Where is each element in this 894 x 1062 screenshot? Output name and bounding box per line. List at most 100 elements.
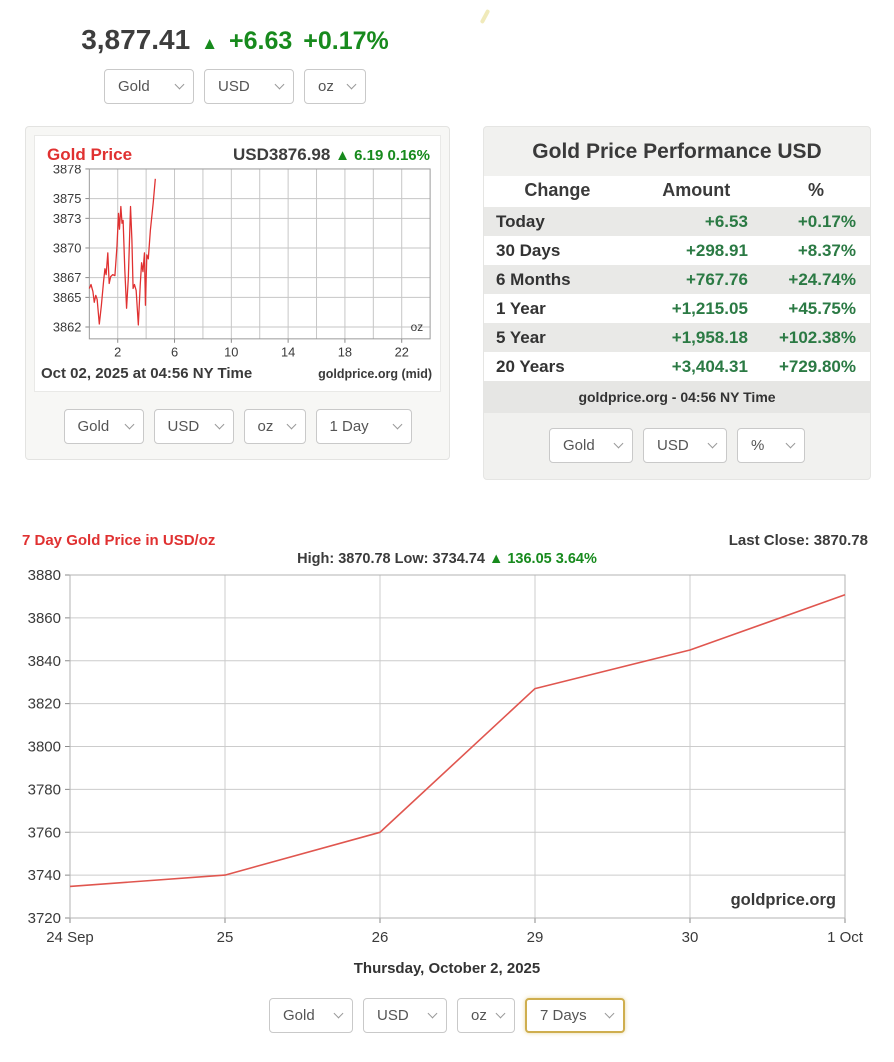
performance-row: 20 Years +3,404.31 +729.80% — [484, 352, 870, 381]
performance-header-row: Change Amount % — [484, 176, 870, 207]
mini-metal-select-value: Gold — [77, 417, 110, 435]
header-controls: Gold USD oz — [0, 69, 470, 104]
svg-text:3878: 3878 — [53, 165, 82, 176]
chevron-down-icon — [604, 1008, 615, 1019]
price-change-percent: +0.17% — [303, 27, 389, 55]
current-price: 3,877.41 — [81, 24, 191, 55]
top-metal-select[interactable]: Gold — [104, 69, 194, 104]
chevron-down-icon — [333, 1008, 344, 1019]
bottom-timeframe-select[interactable]: 7 Days — [525, 998, 625, 1033]
mini-unit-select[interactable]: oz — [243, 408, 306, 444]
widget-title: Gold Price — [47, 145, 133, 164]
panels-row: Gold Price USD3876.98 ▲ 6.19 0.16% 3862 3… — [25, 126, 871, 480]
change-amount: +1,958.18 — [671, 327, 748, 347]
change-percent: +0.17% — [797, 211, 856, 231]
change-percent: +102.38% — [778, 327, 856, 347]
bottom-currency-select[interactable]: USD — [363, 998, 447, 1033]
chevron-down-icon — [346, 79, 357, 90]
seven-day-title: 7 Day Gold Price in USD/oz — [22, 532, 216, 549]
chevron-down-icon — [613, 438, 624, 449]
svg-text:3873: 3873 — [53, 211, 82, 226]
chevron-down-icon — [495, 1008, 506, 1019]
top-currency-select[interactable]: USD — [204, 69, 294, 104]
change-label: 6 Months — [496, 269, 571, 289]
perf-metal-select-value: Gold — [563, 437, 595, 454]
svg-text:goldprice.org: goldprice.org — [731, 891, 836, 909]
top-unit-select[interactable]: oz — [304, 69, 366, 104]
mini-timeframe-select[interactable]: 1 Day — [315, 408, 412, 444]
chevron-down-icon — [427, 1008, 438, 1019]
change-percent: +45.75% — [788, 298, 856, 318]
performance-panel: Gold Price Performance USD Change Amount… — [483, 126, 871, 480]
gold-price-widget: Gold Price USD3876.98 ▲ 6.19 0.16% 3862 3… — [34, 135, 441, 392]
mini-currency-select-value: USD — [167, 417, 200, 435]
seven-day-gold-chart: 3720 3740 3760 3780 3800 3820 3840 3860 3880 24 S… — [28, 568, 864, 946]
performance-title: Gold Price Performance USD — [532, 140, 822, 163]
widget-quote: USD3876.98 — [232, 145, 331, 164]
svg-text:22: 22 — [395, 345, 409, 360]
performance-row: 1 Year +1,215.05 +45.75% — [484, 294, 870, 323]
change-amount: +1,215.05 — [671, 298, 748, 318]
widget-quote-change: 6.19 0.16% — [354, 147, 430, 164]
up-triangle-icon: ▲ — [335, 147, 350, 164]
perf-currency-select[interactable]: USD — [643, 428, 727, 463]
bottom-unit-select[interactable]: oz — [457, 998, 515, 1033]
svg-text:3820: 3820 — [28, 696, 61, 713]
chevron-down-icon — [392, 419, 402, 429]
chevron-down-icon — [174, 79, 185, 90]
top-currency-select-value: USD — [218, 78, 250, 95]
chart-caption: Thursday, October 2, 2025 — [353, 960, 541, 977]
change-amount: +298.91 — [685, 240, 748, 260]
change-label: Today — [496, 211, 545, 231]
chart-source: goldprice.org (mid) — [318, 366, 432, 381]
change-amount: +767.76 — [685, 269, 748, 289]
perf-display-select[interactable]: % — [737, 428, 805, 463]
perf-metal-select[interactable]: Gold — [549, 428, 633, 463]
mini-unit-select-value: oz — [257, 417, 274, 435]
spot-price-line: 3,877.41 ▲ +6.63 +0.17% — [0, 24, 470, 56]
svg-text:24 Sep: 24 Sep — [46, 929, 94, 946]
bottom-timeframe-select-value: 7 Days — [540, 1007, 587, 1024]
performance-row: Today +6.53 +0.17% — [484, 207, 870, 236]
widget-footer: Oct 02, 2025 at 04:56 NY Time goldprice.… — [35, 365, 440, 391]
bottom-metal-select[interactable]: Gold — [269, 998, 353, 1033]
svg-text:3720: 3720 — [28, 910, 61, 927]
change-label: 5 Year — [496, 327, 546, 347]
perf-currency-select-value: USD — [657, 437, 689, 454]
change-amount: +3,404.31 — [671, 356, 748, 376]
svg-text:10: 10 — [224, 345, 238, 360]
change-label: 1 Year — [496, 298, 546, 318]
svg-text:3760: 3760 — [28, 824, 61, 841]
svg-text:25: 25 — [217, 929, 234, 946]
perf-display-select-value: % — [751, 437, 765, 454]
widget-quote-line: USD3876.98 ▲ 6.19 0.16% — [233, 145, 430, 165]
mini-chart-panel: Gold Price USD3876.98 ▲ 6.19 0.16% 3862 3… — [25, 126, 450, 460]
performance-row: 6 Months +767.76 +24.74% — [484, 265, 870, 294]
svg-text:oz: oz — [411, 320, 424, 334]
mini-timeframe-select-value: 1 Day — [329, 417, 369, 435]
performance-controls: Gold USD % — [484, 428, 870, 463]
change-percent: +24.74% — [788, 269, 856, 289]
svg-text:3862: 3862 — [53, 319, 82, 334]
seven-day-header: 7 Day Gold Price in USD/oz Last Close: 3… — [0, 532, 894, 549]
decorative-smudge — [479, 8, 491, 25]
chevron-down-icon — [274, 79, 285, 90]
svg-text:3865: 3865 — [53, 290, 82, 305]
performance-table-body: Today +6.53 +0.17% 30 Days +298.91 +8.37% 6 Mo… — [484, 207, 870, 381]
performance-footer: goldprice.org - 04:56 NY Time — [484, 381, 870, 413]
svg-text:29: 29 — [527, 929, 544, 946]
up-triangle-icon: ▲ — [488, 551, 504, 567]
chevron-down-icon — [785, 438, 796, 449]
mini-chart-controls: Gold USD oz 1 Day — [34, 408, 441, 444]
change-percent: +8.37% — [797, 240, 856, 260]
mini-metal-select[interactable]: Gold — [63, 408, 144, 444]
chevron-down-icon — [124, 419, 134, 429]
svg-text:26: 26 — [372, 929, 389, 946]
high-low-change: 136.05 3.64% — [507, 551, 597, 567]
bottom-currency-select-value: USD — [377, 1007, 409, 1024]
chevron-down-icon — [214, 419, 224, 429]
svg-text:14: 14 — [281, 345, 295, 360]
mini-currency-select[interactable]: USD — [153, 408, 234, 444]
svg-text:30: 30 — [682, 929, 699, 946]
